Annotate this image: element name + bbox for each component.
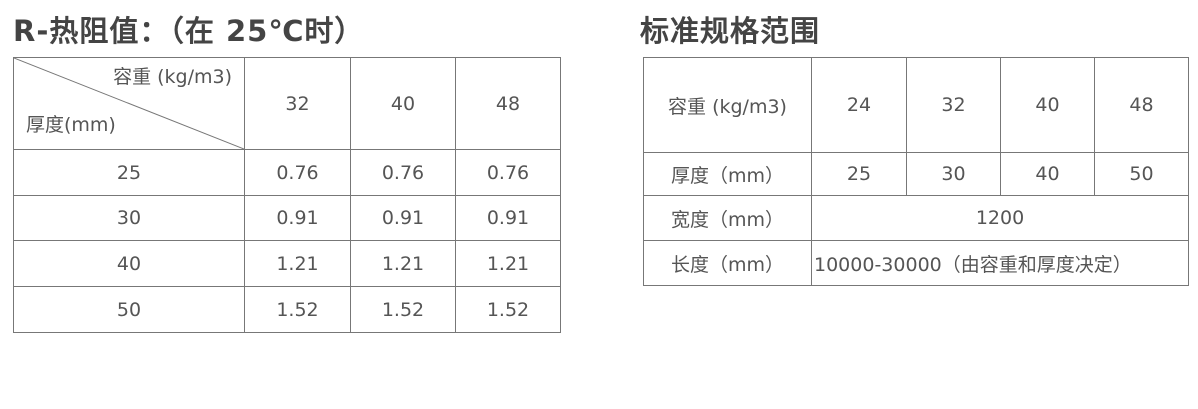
density-cell: 48 <box>1094 57 1189 153</box>
thermal-resistance-title: R-热阻值：（在 25℃时） <box>13 14 365 48</box>
value-cell: 0.91 <box>350 195 456 241</box>
thickness-cell: 50 <box>13 286 245 333</box>
density-cell: 48 <box>455 57 561 150</box>
thermal-resistance-table: 容重 (kg/m3) 厚度(mm) 32 40 48 25 0.76 0.76 … <box>13 57 561 333</box>
length-label: 长度（mm） <box>643 240 812 286</box>
corner-header: 容重 (kg/m3) 厚度(mm) <box>13 57 245 150</box>
value-cell: 0.76 <box>455 149 561 196</box>
width-value: 1200 <box>811 195 1189 241</box>
thickness-header: 厚度(mm) <box>26 114 116 136</box>
density-label: 容重 (kg/m3) <box>643 57 812 153</box>
density-cell: 40 <box>1000 57 1095 153</box>
density-cell: 24 <box>811 57 907 153</box>
spec-range-table: 容重 (kg/m3) 24 32 40 48 厚度（mm） 25 30 40 5… <box>643 57 1189 286</box>
table-row: 25 0.76 0.76 0.76 <box>13 149 561 196</box>
table-row: 40 1.21 1.21 1.21 <box>13 240 561 287</box>
table-row: 30 0.91 0.91 0.91 <box>13 195 561 241</box>
value-cell: 0.76 <box>350 149 456 196</box>
table-row: 50 1.52 1.52 1.52 <box>13 286 561 333</box>
length-value: 10000-30000（由容重和厚度决定） <box>811 240 1189 286</box>
thickness-label: 厚度（mm） <box>643 152 812 196</box>
value-cell: 1.52 <box>350 286 456 333</box>
density-header: 容重 (kg/m3) <box>113 66 232 88</box>
width-label: 宽度（mm） <box>643 195 812 241</box>
thickness-cell: 40 <box>1000 152 1095 196</box>
value-cell: 1.52 <box>244 286 351 333</box>
table-row: 容重 (kg/m3) 24 32 40 48 <box>643 57 1189 153</box>
table-row: 宽度（mm） 1200 <box>643 195 1189 241</box>
thickness-cell: 25 <box>13 149 245 196</box>
table-row: 长度（mm） 10000-30000（由容重和厚度决定） <box>643 240 1189 286</box>
thickness-cell: 30 <box>906 152 1001 196</box>
value-cell: 1.52 <box>455 286 561 333</box>
density-cell: 40 <box>350 57 456 150</box>
thickness-cell: 40 <box>13 240 245 287</box>
value-cell: 1.21 <box>455 240 561 287</box>
thickness-cell: 50 <box>1094 152 1189 196</box>
value-cell: 1.21 <box>350 240 456 287</box>
value-cell: 0.76 <box>244 149 351 196</box>
thickness-cell: 30 <box>13 195 245 241</box>
spec-range-title: 标准规格范围 <box>640 14 821 48</box>
value-cell: 0.91 <box>244 195 351 241</box>
thickness-cell: 25 <box>811 152 907 196</box>
value-cell: 1.21 <box>244 240 351 287</box>
density-cell: 32 <box>906 57 1001 153</box>
table-row: 厚度（mm） 25 30 40 50 <box>643 152 1189 196</box>
density-cell: 32 <box>244 57 351 150</box>
value-cell: 0.91 <box>455 195 561 241</box>
